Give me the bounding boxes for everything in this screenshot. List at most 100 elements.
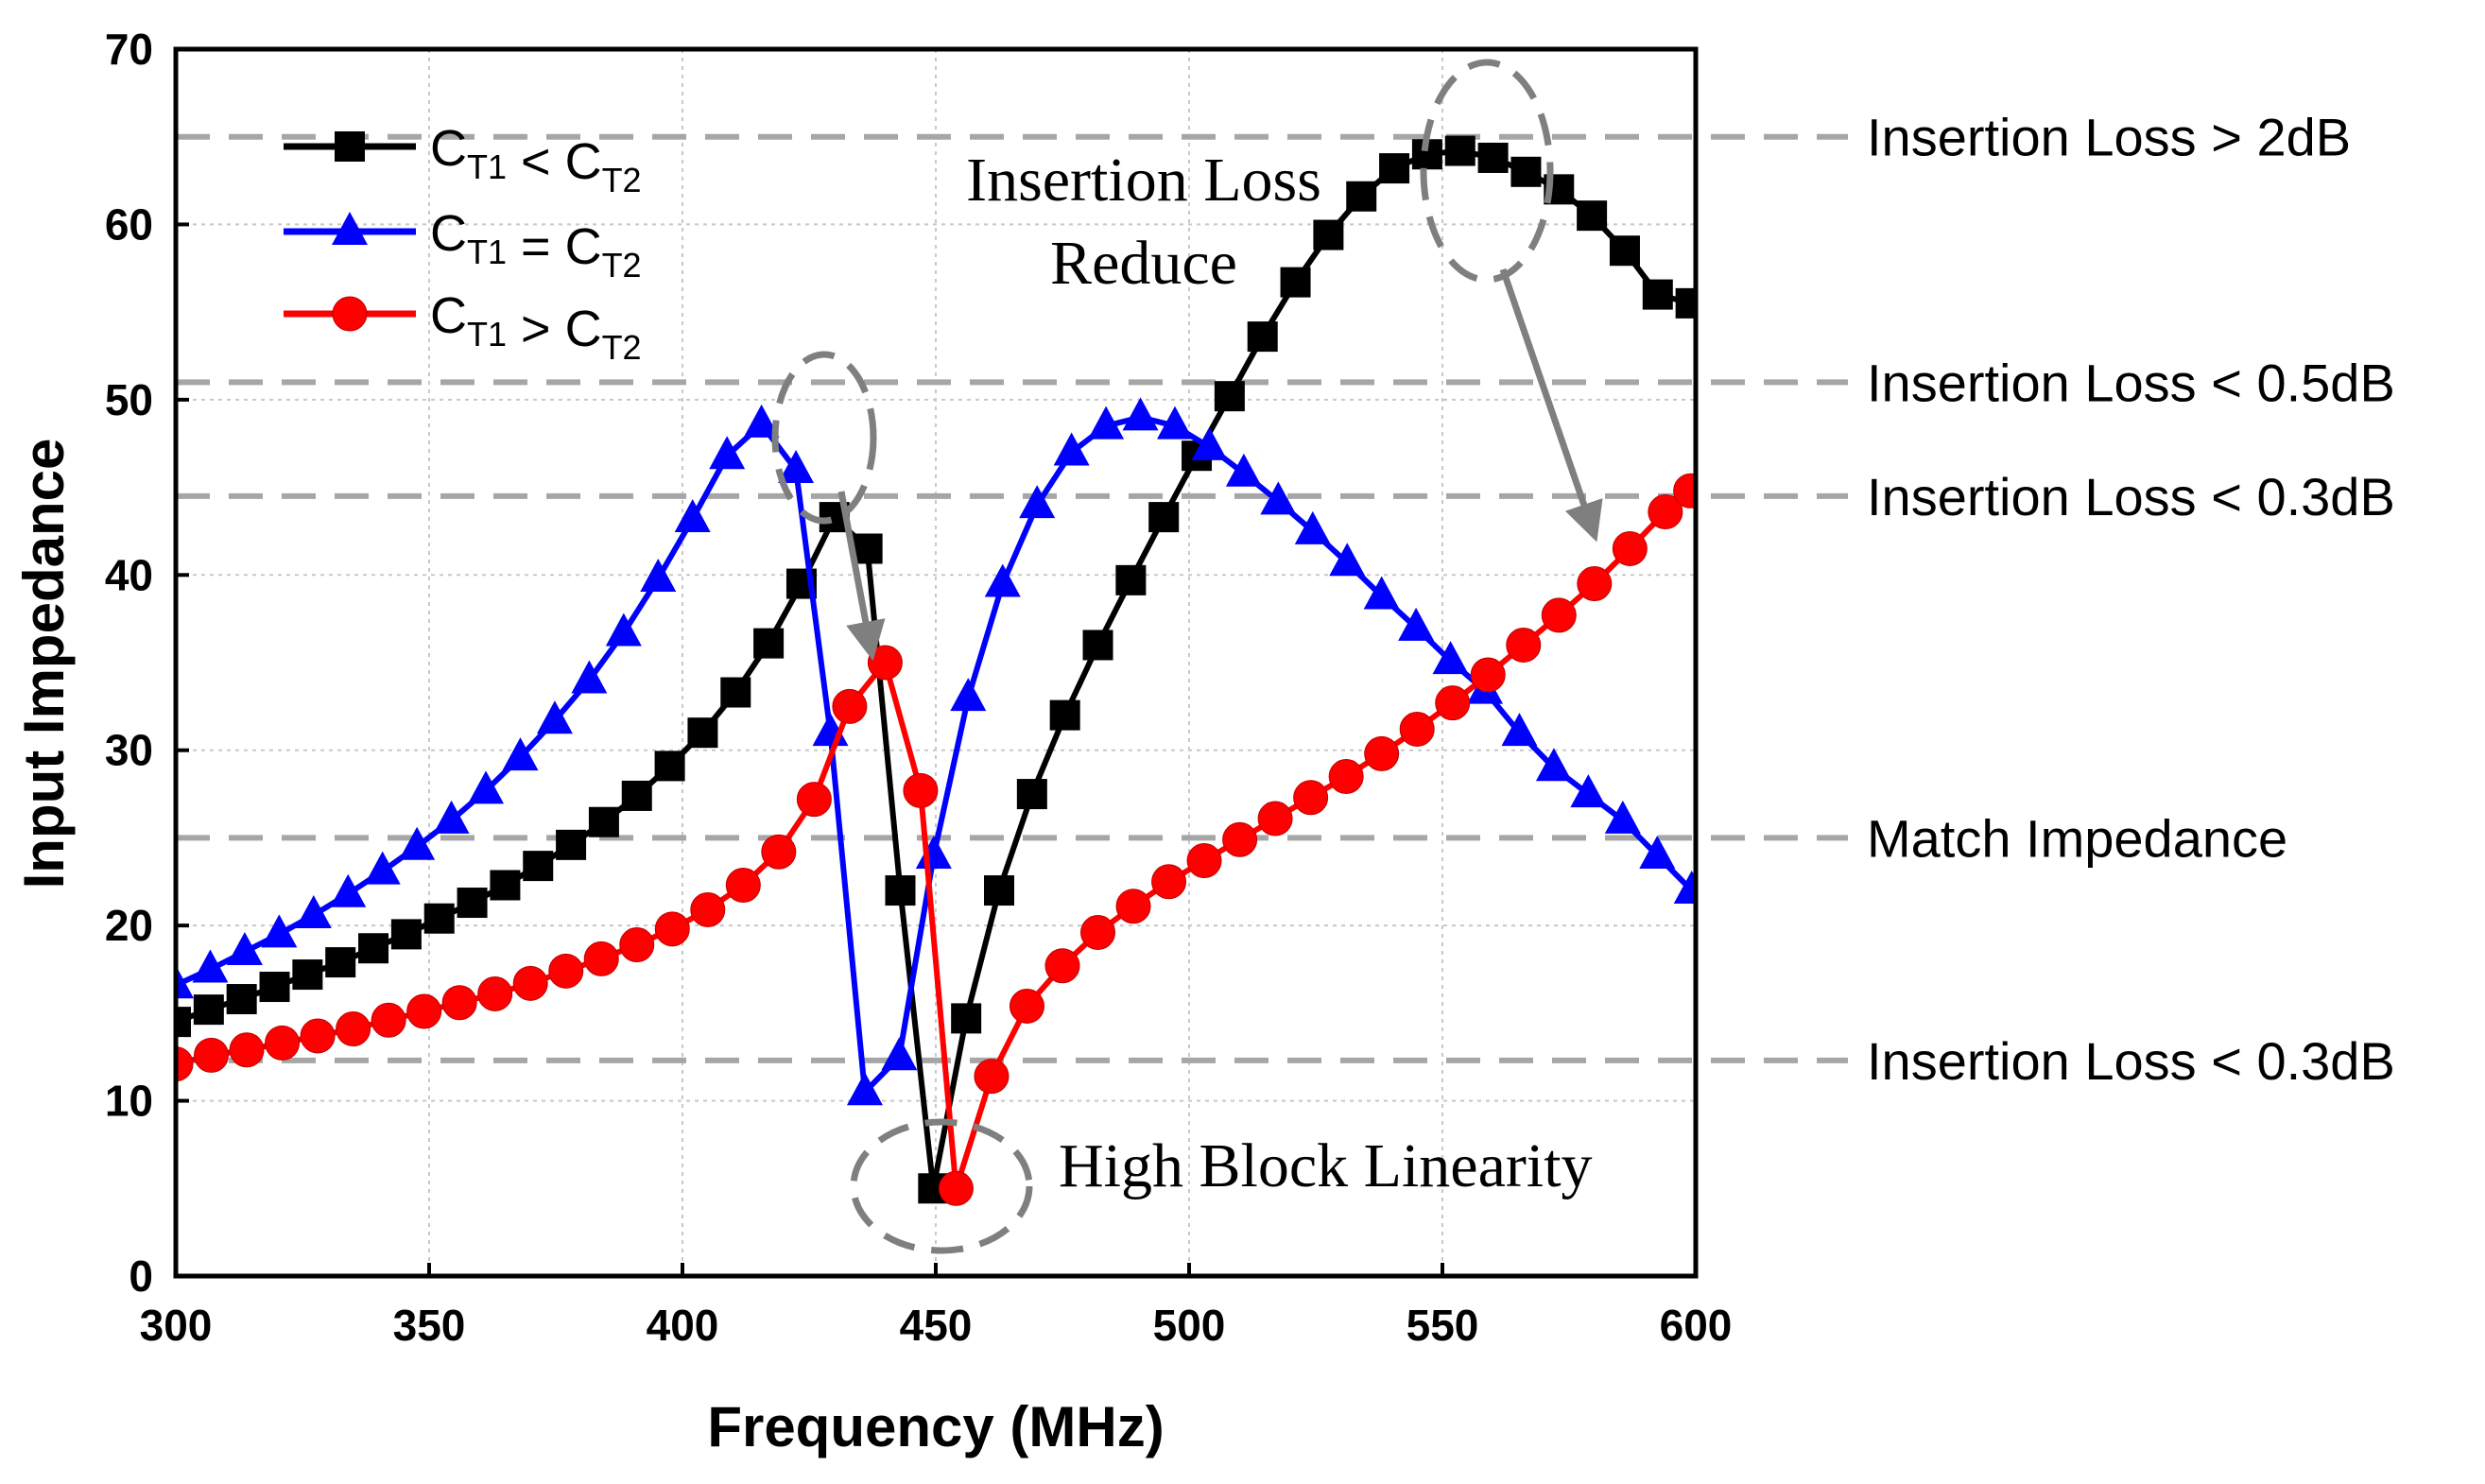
- x-tick-label: 500: [1153, 1301, 1226, 1350]
- reference-label: Insertion Loss < 0.3dB: [1867, 1031, 2395, 1091]
- data-point: [654, 751, 685, 782]
- axis-ticks: 300 350 400 450 500 550 600 0 10 20 30 40 50 60 70: [105, 25, 1733, 1350]
- data-point: [1346, 181, 1377, 212]
- data-point: [371, 1002, 406, 1038]
- data-point: [720, 677, 751, 708]
- series-ct1-ct2: [174, 473, 1698, 1206]
- data-point: [796, 782, 832, 818]
- data-point: [1398, 607, 1435, 641]
- data-point: [1435, 685, 1471, 721]
- data-point: [1673, 871, 1698, 905]
- data-point: [687, 717, 718, 749]
- data-point: [1470, 657, 1506, 693]
- data-point: [536, 700, 573, 734]
- data-point: [1673, 473, 1698, 509]
- data-point: [1510, 156, 1542, 187]
- data-point: [1009, 988, 1044, 1024]
- data-point: [1363, 576, 1400, 610]
- data-point: [1280, 267, 1311, 298]
- data-point: [709, 436, 746, 470]
- x-tick-label: 450: [900, 1301, 973, 1350]
- data-point: [1399, 711, 1435, 747]
- data-point: [1019, 485, 1056, 519]
- data-point: [1570, 774, 1607, 808]
- series-ct1-ct2: [174, 397, 1698, 1106]
- data-point: [1444, 135, 1475, 166]
- data-point: [1604, 800, 1641, 834]
- data-point: [490, 870, 521, 901]
- data-point: [571, 660, 608, 694]
- data-point: [885, 875, 916, 906]
- data-point: [477, 975, 513, 1011]
- data-point: [1049, 699, 1080, 731]
- data-point: [556, 829, 587, 860]
- data-point: [1379, 153, 1410, 184]
- data-point: [950, 678, 987, 712]
- data-point: [226, 984, 257, 1015]
- data-point: [336, 1011, 371, 1047]
- y-tick-label: 40: [105, 550, 153, 599]
- data-point: [1151, 864, 1187, 900]
- data-point: [523, 851, 554, 882]
- data-point: [1477, 142, 1509, 173]
- annotation-reduce: Reduce: [1050, 229, 1237, 298]
- x-axis-label: Frequency (MHz): [707, 1395, 1164, 1458]
- data-point: [1225, 453, 1262, 487]
- data-point: [1364, 735, 1400, 771]
- data-point: [1115, 564, 1147, 595]
- data-point: [583, 940, 619, 976]
- data-point: [1044, 948, 1080, 984]
- x-tick-label: 400: [647, 1301, 719, 1350]
- data-point: [295, 895, 332, 929]
- annotation-arrows: [837, 267, 1603, 662]
- legend-marker: [335, 131, 365, 162]
- data-point: [548, 953, 584, 989]
- data-point: [1156, 406, 1193, 440]
- data-point: [1648, 494, 1683, 530]
- data-point: [1053, 432, 1090, 466]
- data-point: [1313, 219, 1344, 250]
- data-point: [1432, 641, 1469, 675]
- data-point: [1222, 821, 1258, 857]
- legend-marker: [332, 296, 368, 332]
- data-point: [974, 1059, 1010, 1095]
- data-point: [1016, 779, 1047, 810]
- data-point: [406, 993, 442, 1029]
- data-point: [852, 533, 883, 564]
- data-point: [1577, 566, 1613, 602]
- data-point: [358, 933, 389, 964]
- data-point: [502, 737, 539, 771]
- data-point: [1191, 426, 1228, 460]
- data-point: [325, 947, 356, 978]
- reference-lines: Insertion Loss > 2dB Insertion Loss < 0.5…: [176, 108, 2395, 1091]
- legend-label: CT1 = CT2: [430, 205, 642, 285]
- x-tick-label: 300: [140, 1301, 213, 1350]
- data-point: [1501, 713, 1538, 747]
- legend-entry: CT1 < CT2: [284, 120, 642, 199]
- data-point: [1609, 235, 1640, 267]
- data-point: [1122, 397, 1159, 431]
- data-point: [390, 919, 422, 950]
- y-tick-label: 60: [105, 199, 153, 249]
- data-point: [1186, 843, 1222, 879]
- data-point: [1675, 287, 1698, 319]
- data-point: [1612, 530, 1648, 566]
- data-point: [903, 772, 939, 808]
- annotation-high-block-linearity: High Block Linearity: [1059, 1131, 1593, 1200]
- data-point: [1214, 381, 1245, 412]
- data-point: [867, 645, 903, 681]
- legend-label: CT1 > CT2: [430, 287, 642, 367]
- data-point: [174, 965, 194, 999]
- arrow-right: [1499, 267, 1603, 543]
- annotation-insertion-loss: Insertion Loss: [966, 146, 1321, 215]
- x-tick-label: 600: [1660, 1301, 1733, 1350]
- data-point: [261, 914, 298, 948]
- data-point: [1535, 748, 1572, 782]
- data-point: [1639, 835, 1676, 869]
- data-point: [619, 927, 655, 963]
- series-layer: [174, 135, 1698, 1206]
- data-point: [300, 1018, 336, 1054]
- y-tick-label: 70: [105, 25, 153, 74]
- data-point: [433, 800, 470, 834]
